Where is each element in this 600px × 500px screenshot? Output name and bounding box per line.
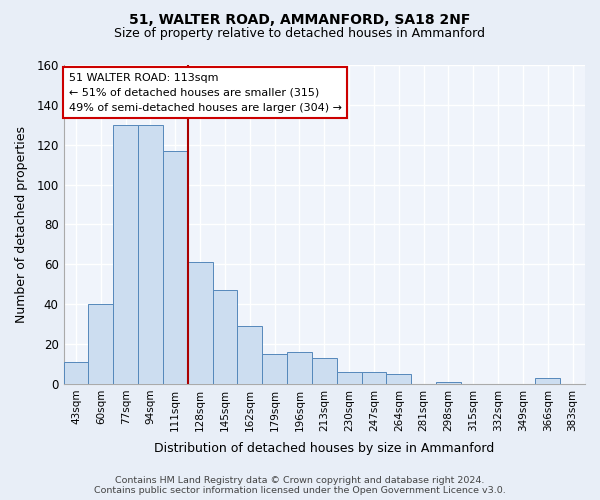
Bar xyxy=(362,372,386,384)
Bar xyxy=(535,378,560,384)
Text: 51, WALTER ROAD, AMMANFORD, SA18 2NF: 51, WALTER ROAD, AMMANFORD, SA18 2NF xyxy=(130,12,470,26)
Text: Contains HM Land Registry data © Crown copyright and database right 2024.
Contai: Contains HM Land Registry data © Crown c… xyxy=(94,476,506,495)
Text: Size of property relative to detached houses in Ammanford: Size of property relative to detached ho… xyxy=(115,28,485,40)
X-axis label: Distribution of detached houses by size in Ammanford: Distribution of detached houses by size … xyxy=(154,442,494,455)
Bar xyxy=(212,290,238,384)
Bar xyxy=(312,358,337,384)
Bar xyxy=(386,374,411,384)
Bar xyxy=(113,125,138,384)
Bar xyxy=(262,354,287,384)
Y-axis label: Number of detached properties: Number of detached properties xyxy=(15,126,28,323)
Bar xyxy=(188,262,212,384)
Bar xyxy=(88,304,113,384)
Bar xyxy=(163,150,188,384)
Bar xyxy=(64,362,88,384)
Bar xyxy=(287,352,312,384)
Bar xyxy=(238,326,262,384)
Text: 51 WALTER ROAD: 113sqm
← 51% of detached houses are smaller (315)
49% of semi-de: 51 WALTER ROAD: 113sqm ← 51% of detached… xyxy=(68,73,341,112)
Bar xyxy=(436,382,461,384)
Bar xyxy=(138,125,163,384)
Bar xyxy=(337,372,362,384)
